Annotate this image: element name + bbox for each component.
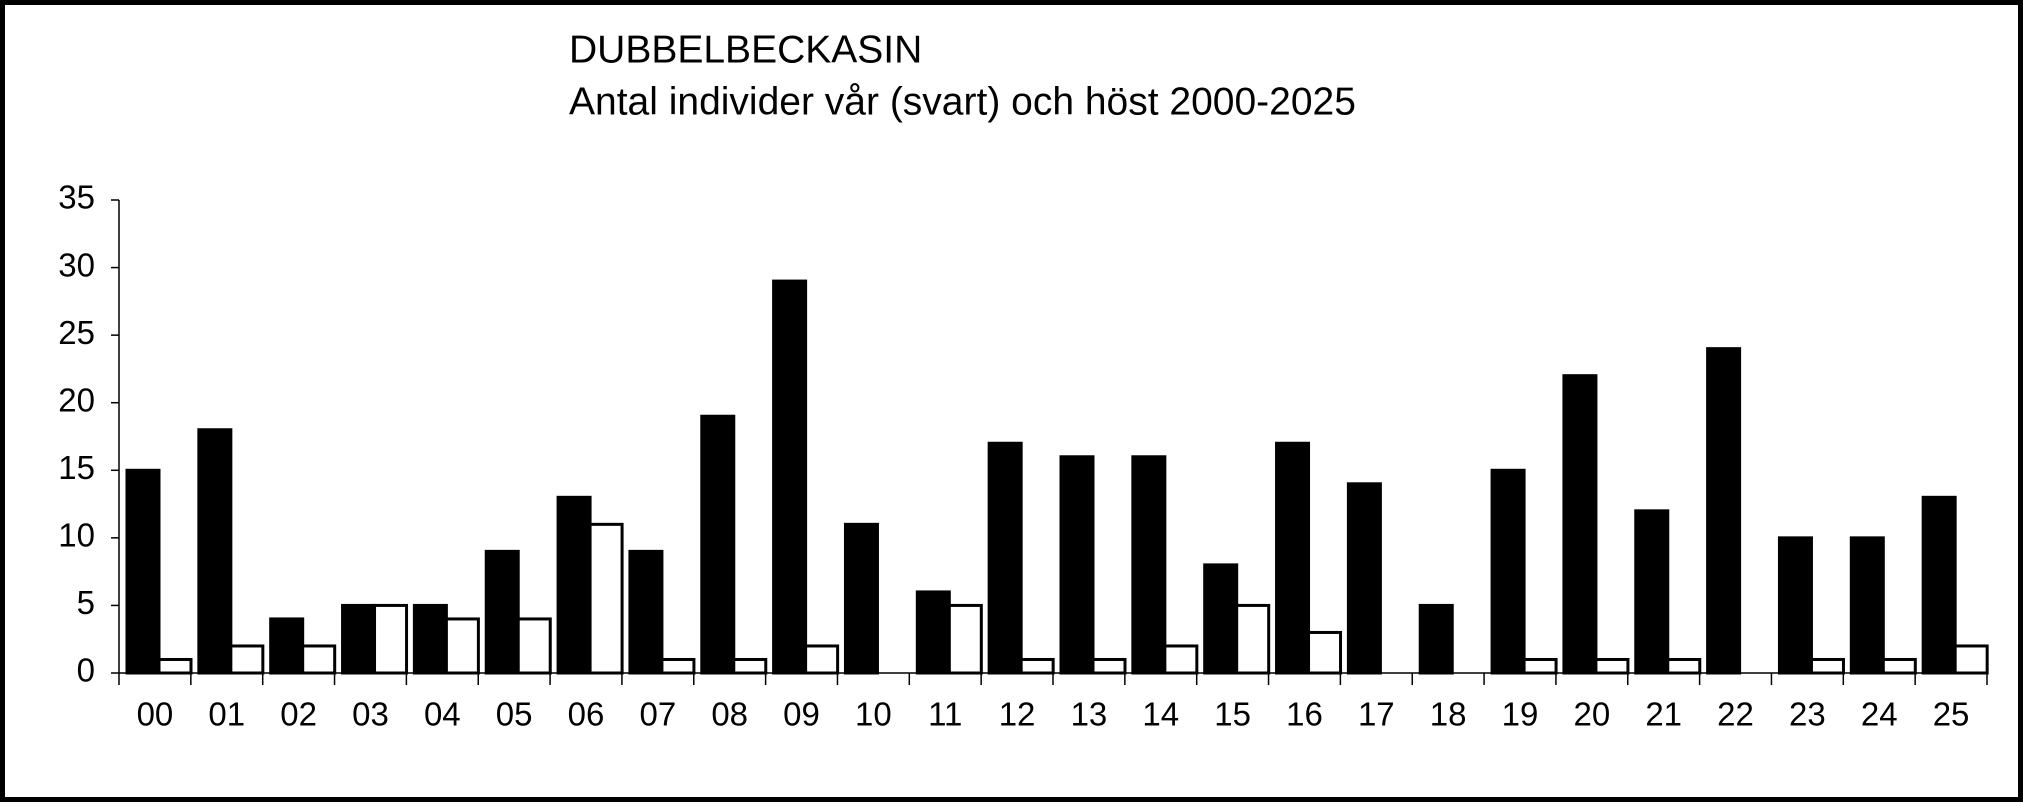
bar	[1163, 644, 1199, 675]
bar	[1307, 630, 1343, 675]
bar	[732, 657, 768, 675]
bar	[772, 279, 808, 675]
y-tick-label: 25	[58, 314, 95, 351]
bar	[301, 644, 337, 675]
x-tick-label: 08	[711, 696, 748, 733]
x-tick-label: 12	[999, 696, 1036, 733]
bar	[628, 549, 664, 675]
x-tick-label: 25	[1933, 696, 1970, 733]
y-tick-label: 35	[58, 179, 95, 216]
x-tick-label: 20	[1573, 696, 1610, 733]
x-tick-label: 23	[1789, 696, 1826, 733]
bar	[1921, 495, 1957, 675]
bar	[1594, 657, 1630, 675]
bar	[1881, 657, 1917, 675]
bar	[1666, 657, 1702, 675]
x-tick-label: 03	[352, 696, 389, 733]
bar	[516, 617, 552, 675]
bar	[269, 617, 305, 675]
bar	[1235, 603, 1271, 675]
x-tick-label: 17	[1358, 696, 1395, 733]
bar	[197, 428, 233, 675]
bar	[1490, 468, 1526, 675]
bar	[1275, 441, 1311, 675]
x-tick-label: 02	[280, 696, 317, 733]
bar	[1522, 657, 1558, 675]
bar	[1091, 657, 1127, 675]
x-tick-label: 18	[1430, 696, 1467, 733]
x-tick-label: 24	[1861, 696, 1898, 733]
x-tick-label: 22	[1717, 696, 1754, 733]
bar	[1203, 563, 1239, 675]
bar	[1418, 603, 1454, 675]
x-tick-label: 10	[855, 696, 892, 733]
bar	[660, 657, 696, 675]
y-tick-label: 5	[77, 584, 95, 621]
bar	[588, 522, 624, 675]
x-tick-label: 16	[1286, 696, 1323, 733]
bar	[229, 644, 265, 675]
bar	[843, 522, 879, 675]
bar	[1634, 509, 1670, 675]
x-tick-label: 07	[639, 696, 676, 733]
bar	[1562, 374, 1598, 675]
bar	[700, 414, 736, 675]
bar	[484, 549, 520, 675]
bar	[125, 468, 161, 675]
bar	[1346, 482, 1382, 675]
y-tick-label: 30	[58, 246, 95, 283]
bar	[373, 603, 409, 675]
bar	[1849, 536, 1885, 675]
bar	[1059, 455, 1095, 675]
y-tick-label: 0	[77, 652, 95, 689]
y-tick-label: 15	[58, 449, 95, 486]
x-tick-label: 00	[137, 696, 174, 733]
x-tick-label: 11	[928, 696, 962, 733]
bar	[1953, 644, 1989, 675]
y-tick-label: 20	[58, 381, 95, 418]
bar	[947, 603, 983, 675]
x-tick-label: 19	[1502, 696, 1539, 733]
chart-title: DUBBELBECKASIN	[569, 28, 922, 71]
bar	[804, 644, 840, 675]
bar	[444, 617, 480, 675]
bar	[915, 590, 951, 675]
bar	[157, 657, 193, 675]
bar	[1777, 536, 1813, 675]
x-tick-label: 21	[1645, 696, 1682, 733]
x-tick-label: 09	[783, 696, 820, 733]
x-tick-label: 04	[424, 696, 461, 733]
x-tick-label: 15	[1214, 696, 1251, 733]
bar	[1019, 657, 1055, 675]
bar	[1131, 455, 1167, 675]
bar	[556, 495, 592, 675]
x-tick-label: 06	[568, 696, 605, 733]
x-tick-label: 05	[496, 696, 533, 733]
bar	[412, 603, 448, 675]
bar	[1706, 347, 1742, 675]
bar	[1809, 657, 1845, 675]
chart-subtitle: Antal individer vår (svart) och höst 200…	[569, 80, 1356, 123]
y-tick-label: 10	[58, 517, 95, 554]
x-tick-label: 01	[208, 696, 245, 733]
bar	[987, 441, 1023, 675]
x-tick-label: 14	[1142, 696, 1179, 733]
bar	[341, 603, 377, 675]
x-tick-label: 13	[1071, 696, 1108, 733]
